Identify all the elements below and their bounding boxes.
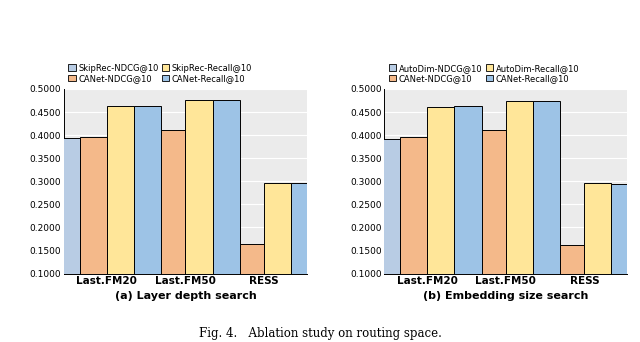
Bar [107,106,134,320]
Bar [557,245,584,320]
Text: Fig. 4.   Ablation study on routing space.: Fig. 4. Ablation study on routing space. [198,327,442,340]
X-axis label: (b) Embedding size search: (b) Embedding size search [423,291,589,301]
Bar [400,137,428,320]
Bar [131,131,158,320]
Bar [291,183,318,320]
Bar [237,244,264,320]
Bar [452,131,479,320]
Bar [52,138,80,320]
Bar [611,184,639,320]
Legend: AutoDim-NDCG@10, CANet-NDCG@10, AutoDim-Recall@10, CANet-Recall@10: AutoDim-NDCG@10, CANet-NDCG@10, AutoDim-… [388,64,579,83]
Bar [373,139,400,320]
Bar [210,244,237,320]
Bar [158,131,186,320]
Bar [80,137,107,320]
Bar [134,106,161,320]
Bar [584,183,611,320]
Bar [264,183,291,320]
Bar [212,100,239,320]
Bar [479,131,506,320]
Legend: SkipRec-NDCG@10, CANet-NDCG@10, SkipRec-Recall@10, CANet-Recall@10: SkipRec-NDCG@10, CANet-NDCG@10, SkipRec-… [68,64,252,83]
Bar [428,107,454,320]
Bar [454,106,481,320]
X-axis label: (a) Layer depth search: (a) Layer depth search [115,291,256,301]
Bar [530,244,557,320]
Bar [506,101,533,320]
Bar [533,101,560,320]
Bar [186,100,212,320]
